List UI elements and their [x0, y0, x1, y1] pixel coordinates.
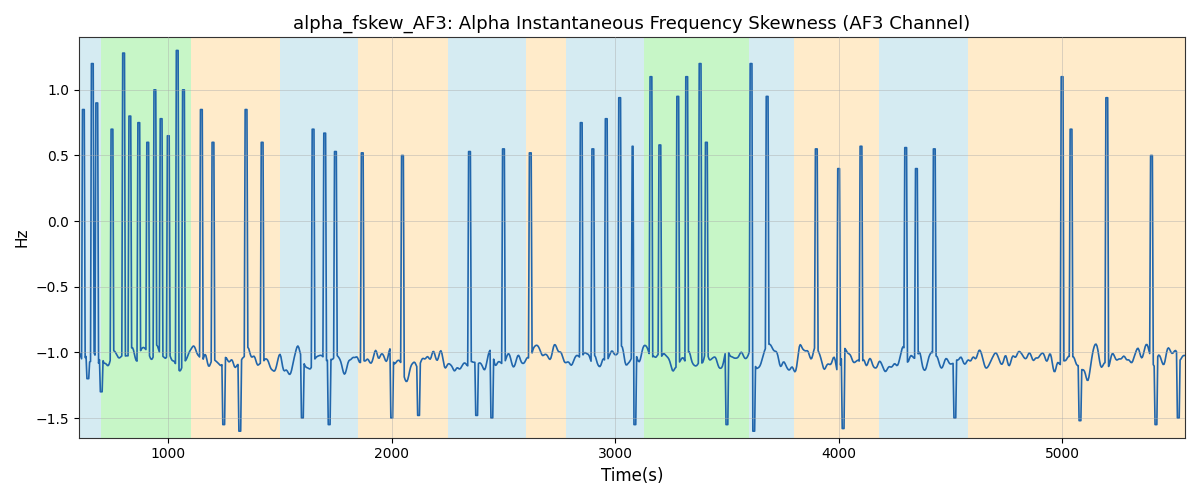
Bar [526, 38, 566, 438]
Bar [794, 38, 878, 438]
Bar [101, 38, 191, 438]
Bar [566, 38, 629, 438]
Bar [968, 38, 1039, 438]
Bar [1039, 38, 1186, 438]
X-axis label: Time(s): Time(s) [601, 467, 664, 485]
Bar [280, 38, 359, 438]
Bar [191, 38, 280, 438]
Title: alpha_fskew_AF3: Alpha Instantaneous Frequency Skewness (AF3 Channel): alpha_fskew_AF3: Alpha Instantaneous Fre… [293, 15, 971, 34]
Y-axis label: Hz: Hz [14, 228, 30, 248]
Bar [749, 38, 794, 438]
Bar [644, 38, 749, 438]
Bar [79, 38, 101, 438]
Bar [359, 38, 448, 438]
Bar [448, 38, 526, 438]
Bar [629, 38, 644, 438]
Bar [878, 38, 968, 438]
